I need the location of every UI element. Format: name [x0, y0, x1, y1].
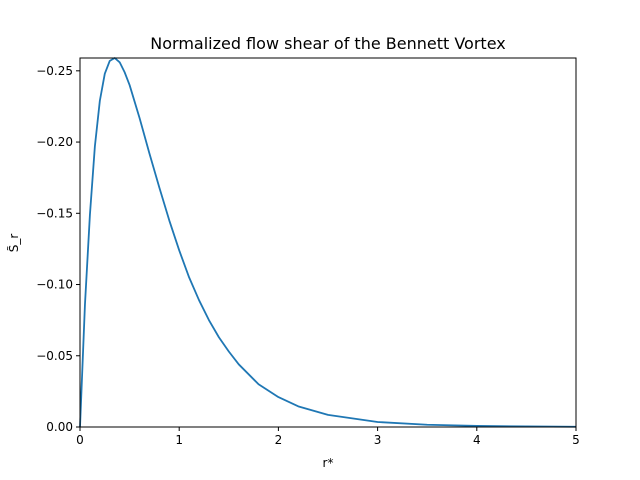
y-tick-label: −0.20: [36, 135, 73, 149]
plot-area: 0 1 2 3 4 5 0.00 −0.05 −0.10 −0.15 −0.20 −0.25: [36, 57, 580, 447]
y-tick-label: −0.15: [36, 206, 73, 220]
x-tick-label: 4: [473, 433, 481, 447]
y-tick-label: −0.25: [36, 64, 73, 78]
x-tick-label: 0: [76, 433, 84, 447]
y-axis-label: S̃_r: [7, 234, 21, 253]
chart-title: Normalized flow shear of the Bennett Vor…: [150, 34, 505, 53]
x-tick-label: 5: [572, 433, 580, 447]
x-tick-label: 2: [275, 433, 283, 447]
y-tick-label: 0.00: [46, 420, 73, 434]
y-tick-label: −0.10: [36, 278, 73, 292]
x-tick-label: 3: [374, 433, 382, 447]
y-tick-label: −0.05: [36, 349, 73, 363]
x-axis-label: r*: [323, 456, 334, 470]
axes-frame: [79, 57, 577, 428]
x-tick-label: 1: [175, 433, 183, 447]
series-line-0: [79, 57, 577, 428]
